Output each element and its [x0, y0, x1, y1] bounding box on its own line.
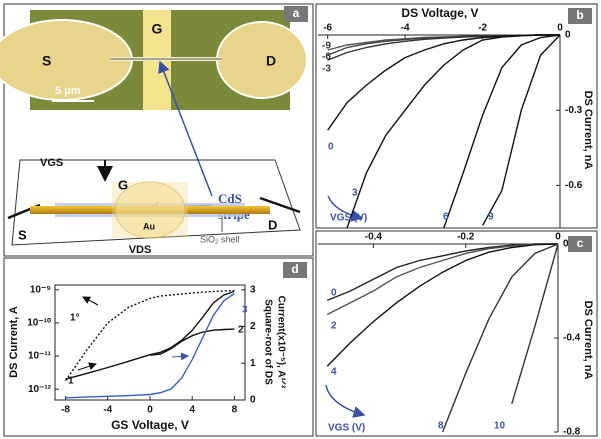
drain-terminal: D [268, 217, 277, 232]
panel-label: c [577, 236, 584, 250]
y2-tick-label: 2 [250, 321, 256, 332]
legend-title: VGS (V) [328, 423, 365, 434]
y2-tick-label: 0 [250, 395, 256, 406]
series-label: 4 [331, 367, 337, 378]
y-axis-title: DS Current, A [8, 306, 20, 378]
y-tick-label: 10⁻¹⁰ [27, 318, 51, 329]
x-tick-label: 0 [147, 405, 153, 416]
x-tick-label: -6 [323, 23, 332, 34]
y-tick-label: -0.3 [565, 105, 583, 116]
y-tick-label: -0.8 [563, 427, 581, 438]
panel-c-frame [316, 231, 597, 436]
legend-title: VGS (V) [330, 213, 367, 224]
source-terminal: S [18, 227, 27, 242]
y2-axis-title: Current(x10⁻⁵), A¹ᐟ² [275, 296, 286, 389]
y-tick-label: 0 [565, 30, 571, 41]
y2-tick-label: 3 [250, 284, 256, 295]
x-tick-label: -4 [103, 405, 112, 416]
legend-arrow [326, 385, 364, 415]
vds-label: VDS [129, 244, 152, 256]
series-label: 10 [494, 421, 506, 432]
y2-tick-label: 1 [250, 358, 256, 369]
x-tick-label: -4 [401, 23, 410, 34]
series-label: -3 [322, 64, 331, 75]
x-tick-label: 4 [189, 405, 195, 416]
series-label: 8 [438, 421, 444, 432]
series-line [483, 35, 560, 226]
y-tick-label: -0.4 [563, 333, 581, 344]
x-axis-title: GS Voltage, V [111, 418, 189, 432]
series-label: 2 [238, 325, 244, 336]
x-tick-label: -0.4 [365, 232, 383, 243]
x-tick-label: -0.2 [457, 232, 475, 243]
series-line [443, 244, 558, 432]
series-label: 6 [443, 212, 449, 223]
series-line [66, 291, 235, 381]
panel-label: b [576, 8, 583, 22]
scale-label: 5 μm [55, 85, 81, 97]
drain-label: D [266, 53, 276, 69]
y-tick-label: 10⁻⁹ [30, 284, 51, 295]
sweep-arrow [172, 356, 188, 357]
y-tick-label: -0.6 [565, 180, 583, 191]
gate-label: G [152, 21, 163, 37]
series-label: 0 [328, 142, 334, 153]
y-tick-label: 10⁻¹¹ [28, 351, 52, 362]
series-label: 1 [68, 376, 74, 387]
panel-label: d [291, 262, 298, 276]
series-label: 3 [352, 188, 358, 199]
metal-label: Au [143, 221, 155, 231]
device-schematic [8, 160, 300, 245]
x-tick-label: 8 [232, 405, 238, 416]
series-label: -6 [322, 52, 331, 63]
series-label: 9 [488, 212, 494, 223]
series-line [444, 35, 560, 228]
sweep-arrow [83, 297, 98, 305]
series-label: 3 [242, 305, 248, 316]
series-line [328, 35, 560, 60]
x-axis-title: DS Voltage, V [401, 6, 478, 20]
source-label: S [42, 53, 51, 69]
series-line [328, 35, 560, 130]
y-axis-title: DS Current, nA [582, 301, 594, 380]
series-line [327, 244, 558, 366]
series-line [327, 244, 558, 315]
sweep-arrow [78, 364, 96, 370]
y-tick-label: 10⁻¹² [28, 384, 52, 395]
y-axis-title: DS Current, nA [582, 91, 594, 170]
x-tick-label: 0 [557, 23, 563, 34]
x-tick-label: -8 [61, 405, 70, 416]
figure: S G D 5 μm a CdS stripe VGS G S D Au SiO… [0, 0, 601, 439]
gate-terminal: G [118, 177, 128, 192]
shell-label: SiO₂ shell [200, 234, 240, 244]
series-label: 1° [70, 313, 80, 324]
series-label: 2 [331, 321, 337, 332]
series-label: -9 [322, 41, 331, 52]
panel-label: a [293, 6, 300, 20]
x-tick-label: 0 [555, 232, 561, 243]
x-tick-label: -2 [478, 23, 487, 34]
y2-axis-title: Square-root of DS [262, 299, 273, 385]
vgs-label: VGS [40, 157, 63, 169]
series-line [512, 244, 558, 404]
plot-frame [55, 285, 245, 400]
series-label: 0 [331, 288, 337, 299]
